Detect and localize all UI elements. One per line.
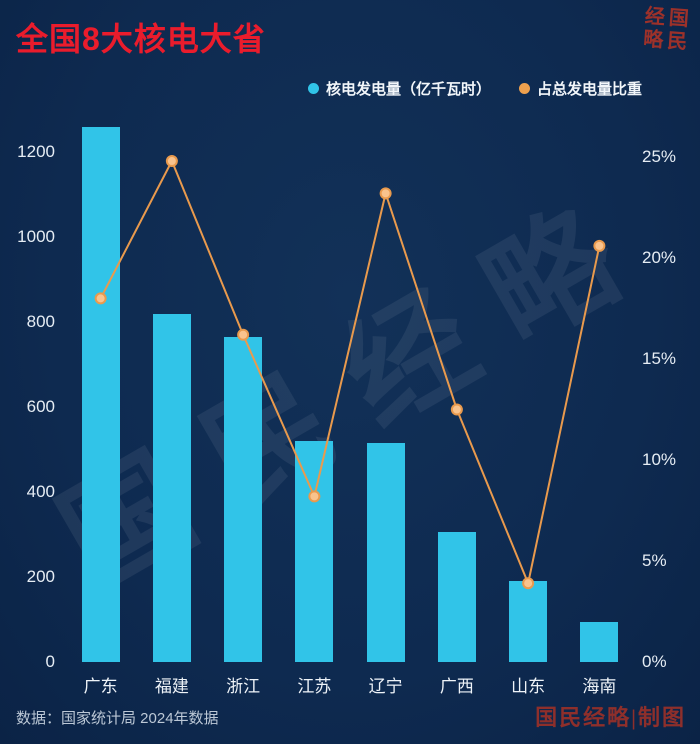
y-axis-left: 0 200 400 600 800 1000 1200	[0, 120, 55, 671]
y-left-tick: 0	[45, 652, 55, 671]
y-left-tick: 400	[26, 482, 55, 501]
credit-stamp: 国民经略|制图	[535, 705, 686, 730]
bar-江苏	[295, 441, 334, 662]
percentage-line-layer	[94, 155, 606, 590]
y-left-tick: 600	[26, 397, 55, 416]
line-marker-山东	[522, 577, 535, 590]
line-marker-辽宁	[379, 187, 392, 200]
dual-axis-chart: 0 200 400 600 800 1000 1200 0% 5% 10% 15% 20% 25% 广…	[0, 110, 700, 696]
y-right-tick: 20%	[642, 248, 677, 267]
legend-dot-line-icon	[518, 83, 530, 94]
x-label-福建: 福建	[154, 677, 189, 696]
y-right-tick: 25%	[642, 147, 677, 166]
plot-area	[65, 120, 635, 662]
line-marker-福建	[165, 155, 178, 168]
x-label-江苏: 江苏	[297, 677, 332, 696]
x-label-浙江: 浙江	[226, 677, 261, 696]
bar-广西	[437, 532, 476, 662]
y-right-tick: 5%	[642, 551, 667, 570]
line-marker-广西	[450, 403, 463, 416]
x-label-辽宁: 辽宁	[368, 677, 403, 696]
brand-seal: 经国略民	[642, 5, 690, 54]
bar-浙江	[224, 336, 263, 662]
percentage-line	[99, 158, 601, 587]
y-left-tick: 1200	[17, 142, 55, 161]
bar-山东	[509, 581, 548, 662]
legend-label-bar: 核电发电量（亿千瓦时）	[325, 81, 491, 98]
page-title: 全国8大核电大省	[16, 21, 266, 57]
y-left-tick: 200	[26, 567, 55, 586]
y-left-tick: 800	[26, 312, 55, 331]
line-marker-广东	[94, 292, 107, 305]
seal-char: 经	[644, 5, 666, 29]
seal-char: 国	[668, 7, 690, 31]
seal-char: 民	[666, 30, 688, 54]
line-marker-海南	[593, 239, 606, 252]
legend-label-line: 占总发电量比重	[536, 81, 642, 98]
legend-item-line: 占总发电量比重	[518, 78, 642, 99]
x-label-广东: 广东	[83, 677, 118, 696]
y-axis-right: 0% 5% 10% 15% 20% 25%	[642, 120, 697, 671]
bar-海南	[580, 621, 619, 662]
legend-item-bar: 核电发电量（亿千瓦时）	[307, 78, 491, 99]
bar-广东	[81, 126, 120, 662]
x-label-山东: 山东	[511, 677, 546, 696]
y-right-tick: 0%	[642, 652, 667, 671]
x-label-广西: 广西	[439, 677, 474, 696]
legend-dot-bar-icon	[307, 83, 319, 94]
y-right-tick: 15%	[642, 349, 677, 368]
bar-辽宁	[366, 443, 405, 662]
bar-福建	[152, 313, 191, 662]
y-left-tick: 1000	[17, 227, 55, 246]
y-right-tick: 10%	[642, 450, 677, 469]
line-marker-江苏	[308, 490, 321, 503]
data-source-note: 数据：国家统计局 2024年数据	[16, 710, 219, 727]
seal-char: 略	[642, 28, 665, 52]
x-axis-labels: 广东 福建 浙江 江苏 辽宁 广西 山东 海南	[65, 672, 635, 697]
line-marker-浙江	[237, 328, 250, 341]
x-label-海南: 海南	[582, 677, 617, 696]
chart-legend: 核电发电量（亿千瓦时） 占总发电量比重	[307, 78, 642, 99]
